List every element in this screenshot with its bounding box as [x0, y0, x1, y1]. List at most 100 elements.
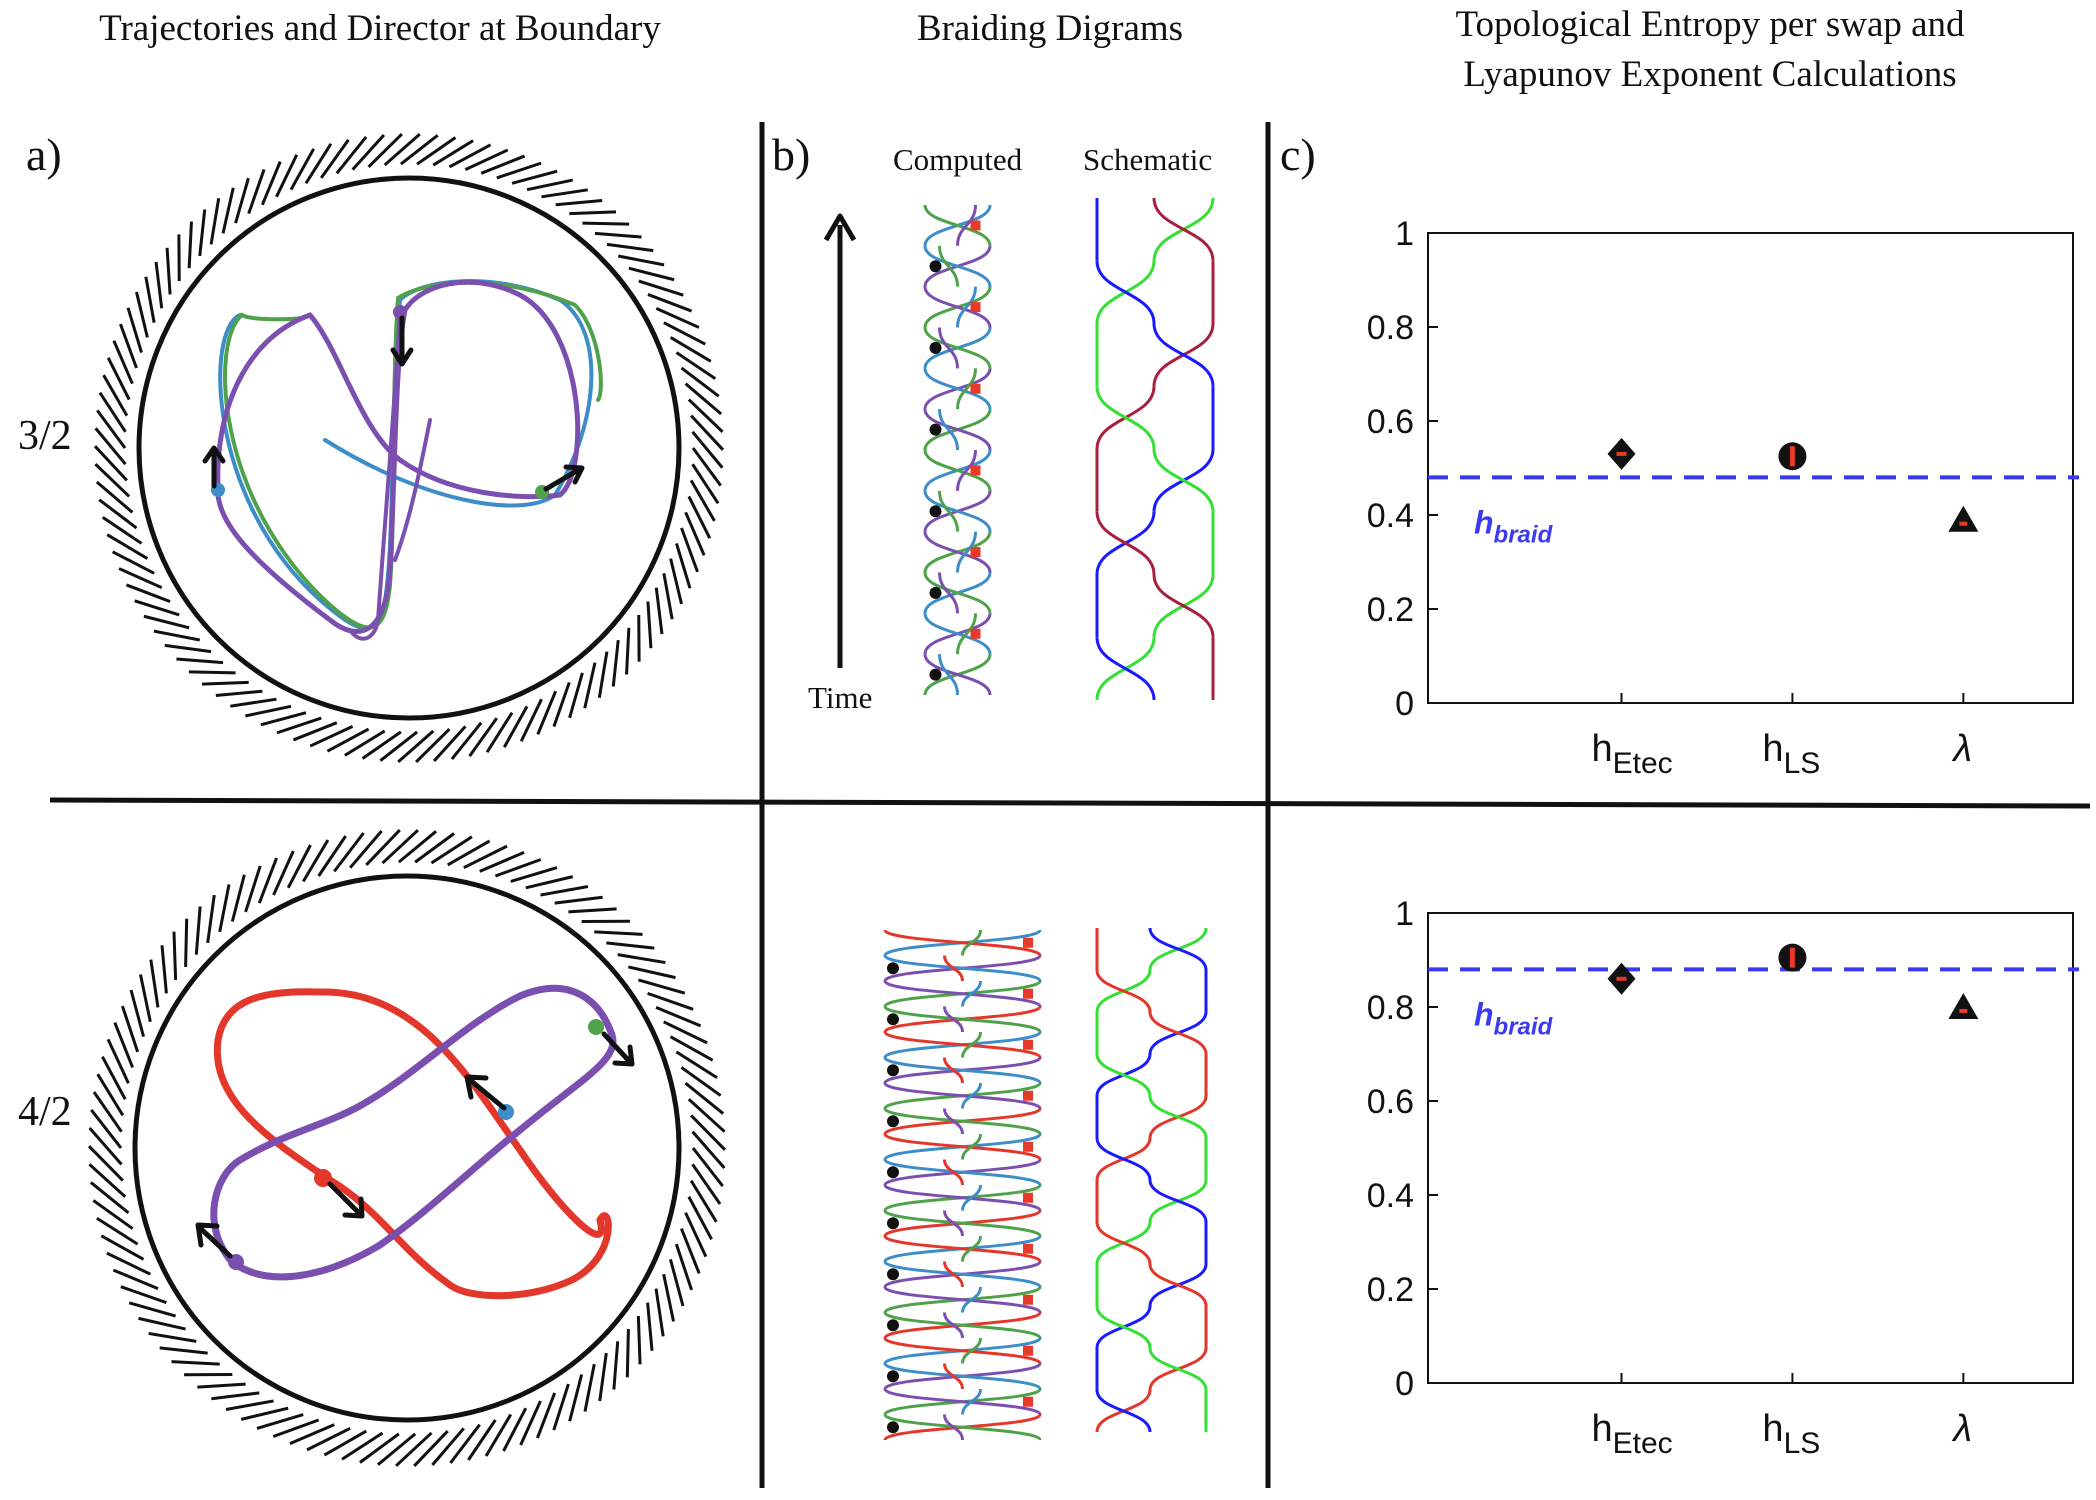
arrow-up-left-icon	[464, 1074, 507, 1111]
tracer-dot-4	[588, 1019, 604, 1035]
director-tick	[637, 978, 686, 995]
director-tick	[96, 1073, 125, 1117]
director-tick	[568, 1374, 584, 1422]
schematic-strand	[1148, 1347, 1208, 1391]
y-tick-label: 0	[1395, 685, 1414, 723]
x-tick-label: hLS	[1762, 1408, 1820, 1460]
computed-strand	[938, 654, 959, 696]
computed-strand	[961, 1286, 982, 1313]
director-tick	[275, 154, 299, 198]
director-tick	[413, 1430, 449, 1467]
director-tick	[446, 839, 491, 867]
crossing-dot	[887, 1013, 899, 1026]
director-tick	[234, 177, 250, 224]
computed-strand	[883, 1005, 1042, 1034]
director-tick	[687, 1098, 726, 1133]
director-tick	[244, 704, 292, 718]
director-tick	[272, 1418, 320, 1438]
computed-strand	[923, 449, 992, 492]
computed-strand	[938, 327, 959, 369]
director-tick	[153, 629, 201, 642]
director-tick	[112, 1268, 159, 1291]
director-tick	[540, 885, 589, 897]
computed-strand	[938, 409, 959, 451]
director-tick	[680, 1066, 722, 1097]
director-tick	[680, 1228, 701, 1275]
director-tick	[323, 1429, 368, 1457]
director-tick	[675, 543, 692, 589]
crossing-dot	[887, 1319, 899, 1332]
x-tick-label: hEtec	[1592, 1408, 1673, 1460]
computed-strand	[943, 1210, 964, 1237]
computed-strand	[943, 1108, 964, 1135]
computed-strand	[956, 204, 977, 246]
crossing-dot	[887, 1217, 899, 1230]
director-tick	[260, 161, 282, 206]
x-tick-label: λ	[1951, 1408, 1972, 1450]
crossing-dot	[887, 962, 899, 975]
director-tick	[689, 479, 716, 522]
director-tick	[96, 409, 127, 449]
schematic-strand	[1095, 1221, 1152, 1265]
director-tick	[351, 133, 386, 171]
computed-strand	[938, 490, 959, 532]
schematic-strand	[1095, 1053, 1152, 1097]
director-tick	[230, 874, 246, 922]
director-tick	[90, 1109, 123, 1149]
crossing-dot	[929, 423, 942, 436]
director-tick	[102, 374, 129, 417]
plot-area	[1427, 912, 2074, 1384]
computed-strand	[923, 245, 992, 288]
director-tick	[552, 681, 571, 728]
crossing-mark	[970, 383, 981, 394]
boundary-circle-top	[136, 175, 682, 721]
computed-strand	[956, 368, 977, 410]
computed-strand	[923, 572, 992, 614]
director-tick	[541, 188, 588, 199]
computed-strand	[943, 955, 964, 982]
computed-strand	[961, 980, 982, 1007]
director-tick	[230, 697, 277, 708]
time-axis	[823, 213, 857, 668]
director-tick	[480, 154, 526, 175]
computed-strand	[883, 1107, 1042, 1136]
schematic-strand	[1095, 969, 1152, 1013]
director-tick	[138, 1316, 186, 1331]
director-tick	[184, 918, 189, 967]
crossing-dot	[887, 1370, 899, 1383]
director-tick	[118, 567, 163, 590]
y-tick-label: 1	[1395, 895, 1414, 933]
director-tick	[333, 832, 365, 873]
computed-strand	[943, 1261, 964, 1288]
director-tick	[94, 427, 127, 466]
computed-strand	[943, 1006, 964, 1033]
director-tick	[687, 398, 724, 433]
director-tick	[467, 1419, 497, 1461]
director-tick	[432, 725, 467, 763]
director-tick	[260, 711, 307, 727]
director-tick	[176, 657, 224, 665]
crossing-dot	[887, 1421, 899, 1434]
director-tick	[519, 698, 543, 742]
director-tick	[209, 197, 221, 245]
schematic-strand	[1095, 386, 1156, 450]
director-tick	[326, 727, 370, 753]
director-tick	[582, 221, 630, 226]
marker-lambda	[1948, 505, 1979, 532]
director-tick	[94, 463, 131, 498]
director-tick	[106, 533, 149, 560]
director-tick	[160, 945, 168, 994]
director-tick	[256, 1413, 304, 1430]
computed-strand	[883, 1260, 1042, 1289]
director-tick	[292, 721, 338, 742]
director-tick	[680, 366, 720, 398]
director-tick	[555, 198, 603, 207]
director-tick	[464, 148, 509, 172]
computed-strand	[923, 490, 992, 533]
arrow-right-icon	[543, 464, 585, 492]
director-tick	[690, 414, 725, 451]
director-tick	[144, 276, 156, 323]
director-tick	[468, 717, 498, 757]
crossing-mark	[970, 302, 981, 313]
